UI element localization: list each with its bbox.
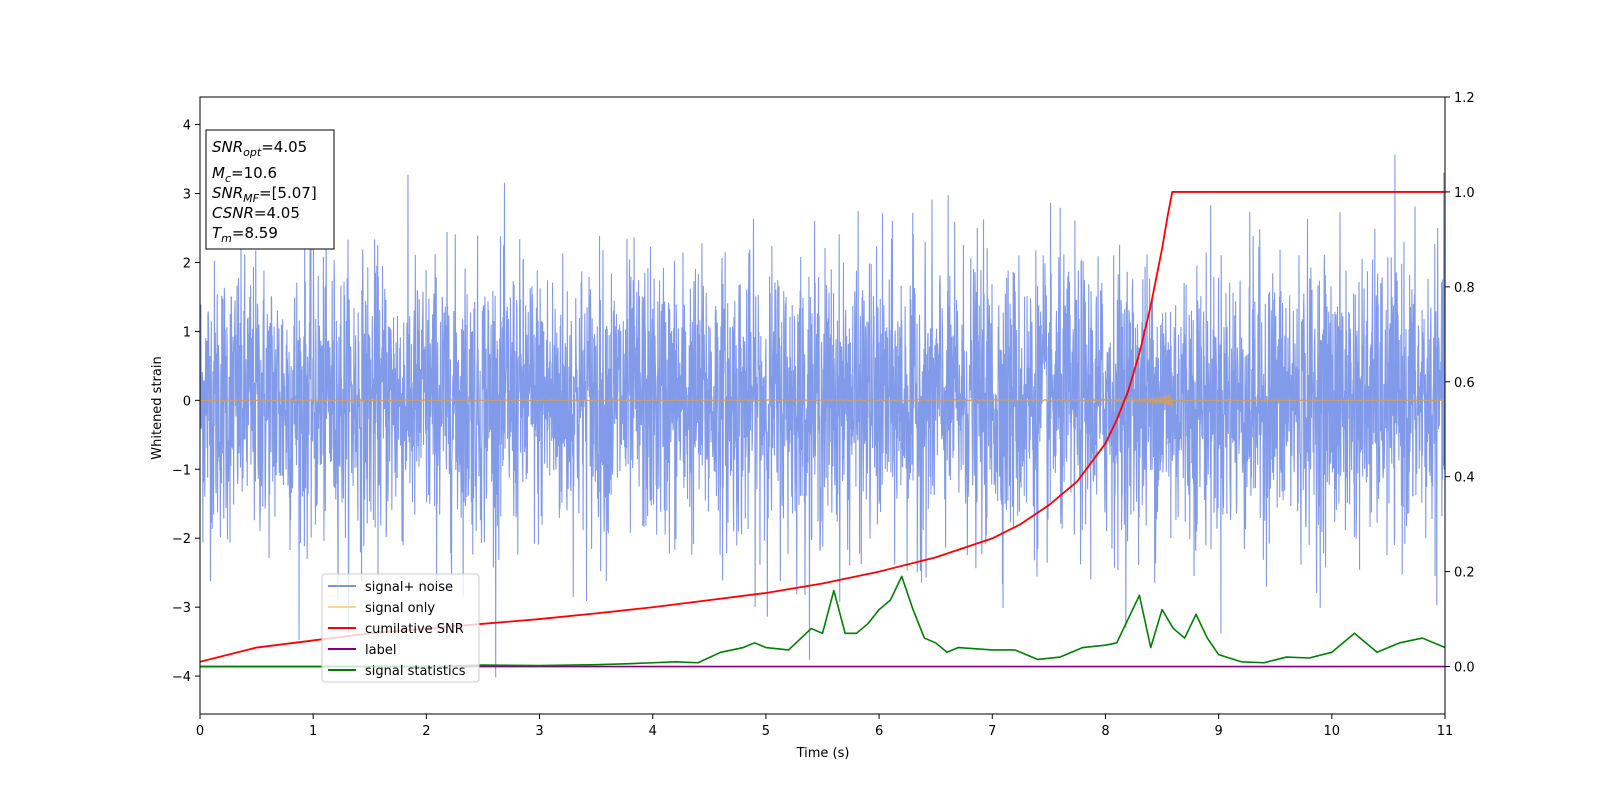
x-tick-label: 8 — [1101, 724, 1109, 739]
x-tick-label: 4 — [649, 724, 657, 739]
x-tick-label: 5 — [762, 724, 770, 739]
y-tick-label: −1 — [172, 463, 191, 478]
y-tick-label: 1 — [183, 325, 191, 340]
y-axis-label: Whitened strain — [150, 356, 165, 459]
info-box-line: SNRopt=4.05 — [212, 138, 307, 159]
x-tick-label: 1 — [309, 724, 317, 739]
x-tick-label: 7 — [988, 724, 996, 739]
legend-label: signal+ noise — [365, 580, 453, 595]
signal-only-line — [200, 392, 1445, 408]
y-right-tick-label: 0.2 — [1454, 566, 1475, 581]
x-axis-label: Time (s) — [796, 746, 850, 761]
y-right-tick-label: 1.0 — [1454, 186, 1475, 201]
y-right-tick-label: 0.0 — [1454, 661, 1475, 676]
legend-label: cumilative SNR — [365, 622, 464, 637]
info-box-frame — [205, 129, 335, 250]
legend: signal+ noise signal only cumilative SNR la… — [321, 573, 480, 683]
y-right-tick-label: 1.2 — [1454, 91, 1475, 106]
signal-statistics-line — [200, 575, 1445, 668]
y-tick-label: −3 — [172, 601, 191, 616]
y-tick-label: −4 — [172, 670, 191, 685]
y-right-tick-label: 0.8 — [1454, 281, 1475, 296]
x-tick-label: 0 — [196, 724, 204, 739]
x-tick-label: 6 — [875, 724, 883, 739]
x-tick-label: 11 — [1437, 724, 1454, 739]
info-box-line: Tm=8.59 — [212, 224, 278, 245]
axes: 0 1 2 3 4 5 6 7 8 9 10 11 −4 −3 −2 −1 0 1 2 3 4 0.0 0.2 0.4 0.6 0… — [172, 91, 1475, 739]
y-tick-label: 4 — [183, 119, 191, 134]
x-tick-label: 10 — [1324, 724, 1341, 739]
legend-label: label — [365, 643, 396, 658]
plot-frame — [199, 96, 1446, 715]
x-tick-label: 3 — [535, 724, 543, 739]
y-right-tick-label: 0.6 — [1454, 376, 1475, 391]
legend-label: signal statistics — [365, 664, 466, 679]
signal-noise-line — [200, 154, 1445, 678]
legend-frame — [321, 573, 480, 683]
info-box-line: SNRMF=[5.07] — [212, 184, 317, 205]
info-box-line: Mc=10.6 — [212, 164, 277, 185]
legend-label: signal only — [365, 601, 435, 616]
info-box-line: CSNR=4.05 — [212, 204, 300, 222]
x-tick-label: 9 — [1214, 724, 1222, 739]
y-right-tick-label: 0.4 — [1454, 471, 1475, 486]
y-tick-label: 0 — [183, 394, 191, 409]
y-tick-label: 3 — [183, 188, 191, 203]
x-tick-label: 2 — [422, 724, 430, 739]
y-tick-label: −2 — [172, 532, 191, 547]
y-tick-label: 2 — [183, 256, 191, 271]
